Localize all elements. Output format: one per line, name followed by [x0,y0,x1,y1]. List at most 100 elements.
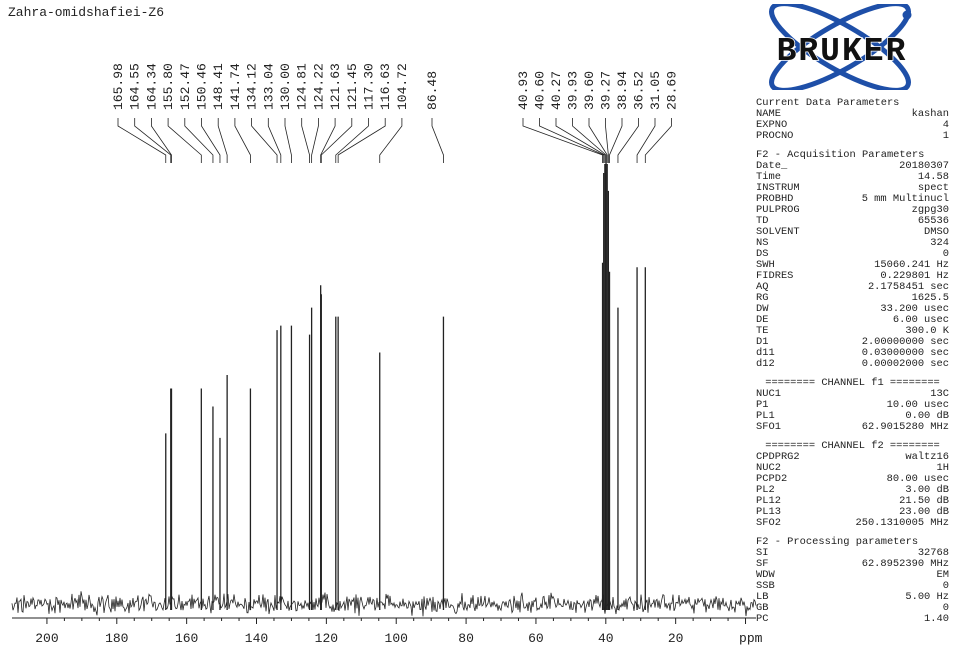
param-value: 1 [942,130,949,142]
peak-label: 164.34 [144,63,159,110]
param-row: PC 1.40 [756,614,949,625]
param-name: SFO1 [756,421,781,433]
peak-label: 39.27 [599,71,614,110]
param-row: PL2 3.00 dB [756,485,949,496]
param-row: SOLVENT DMSO [756,227,949,238]
x-tick-label: 100 [385,631,408,646]
param-name: PC [756,613,769,625]
param-name: DE [756,314,769,326]
peak-label-connector [588,118,608,163]
peak-label-connector [572,118,607,163]
peak-label: 36.52 [632,71,647,110]
param-name: SOLVENT [756,226,800,238]
param-value: 15060.241 Hz [874,259,949,271]
x-axis-label: ppm [739,631,763,646]
param-value: 20180307 [899,160,949,172]
param-value: 0.00 dB [905,410,949,422]
param-channel-separator: ======== CHANNEL f2 ======== [765,440,940,452]
param-row: P1 10.00 usec [756,400,949,411]
param-name: PCPD2 [756,473,788,485]
param-name: SWH [756,259,775,271]
param-name: Time [756,171,781,183]
param-row: FIDRES 0.229801 Hz [756,271,949,282]
peak-label: 104.72 [395,63,410,110]
param-name: SSB [756,580,775,592]
peak-label-connector [167,118,202,163]
param-value: 2.00000000 sec [861,336,949,348]
param-value: 0 [942,580,949,592]
param-row: DS 0 [756,249,949,260]
param-name: NUC1 [756,388,781,400]
param-name: EXPNO [756,119,788,131]
param-row: SSB 0 [756,581,949,592]
param-value: zgpg30 [911,204,949,216]
param-name: SFO2 [756,517,781,529]
peak-label: 148.41 [211,63,226,110]
param-name: NS [756,237,769,249]
param-value: waltz16 [905,451,949,463]
x-tick-label: 80 [458,631,474,646]
peak-label-connector [117,118,167,163]
param-row: PL12 21.50 dB [756,496,949,507]
peak-label: 152.47 [178,63,193,110]
param-value: spect [917,182,949,194]
param-section-header: Current Data Parameters [756,97,900,109]
param-name: TE [756,325,769,337]
param-row: SWH 15060.241 Hz [756,260,949,271]
param-row: WDW EM [756,570,949,581]
param-value: 65536 [917,215,949,227]
param-row: LB 5.00 Hz [756,592,949,603]
peak-label: 28.69 [665,71,680,110]
param-value: 32768 [917,547,949,559]
peak-label-connector [320,118,353,163]
peak-label-connector [151,118,172,163]
param-value: 1H [936,462,949,474]
peak-label-connector [251,118,278,163]
param-name: NUC2 [756,462,781,474]
param-row: AQ 2.1758451 sec [756,282,949,293]
param-value: 13C [930,388,949,400]
peak-label: 165.98 [111,63,126,110]
param-value: 250.1310005 MHz [855,517,949,529]
peak-label: 121.63 [328,63,343,110]
param-name: PROCNO [756,130,794,142]
x-tick-label: 160 [175,631,198,646]
param-row: SI 32768 [756,548,949,559]
peak-label: 116.63 [378,63,393,110]
spectrum-title: Zahra-omidshafiei-Z6 [8,5,165,20]
peak-label-connector [267,118,282,163]
param-row: d11 0.03000000 sec [756,348,949,359]
param-row: Time 14.58 [756,172,949,183]
param-row: NS 324 [756,238,949,249]
param-name: RG [756,292,769,304]
param-value: DMSO [924,226,949,238]
peak-label-connector [301,118,310,163]
x-tick-label: 200 [35,631,58,646]
param-value: 0.229801 Hz [880,270,949,282]
param-value: EM [936,569,949,581]
peak-label-connector [234,118,251,163]
param-name: INSTRUM [756,182,800,194]
peak-label-connector [609,118,623,163]
param-value: 324 [930,237,949,249]
param-value: 0 [942,248,949,260]
param-name: FIDRES [756,270,794,282]
param-name: PL2 [756,484,775,496]
param-row: PL13 23.00 dB [756,507,949,518]
peak-label: 133.04 [261,63,276,110]
x-tick-label: 40 [598,631,614,646]
peak-label: 130.00 [278,63,293,110]
peak-label: 39.60 [582,71,597,110]
param-row: PROBHD 5 mm Multinucl [756,194,949,205]
param-name: d12 [756,358,775,370]
param-row: NUC1 13C [756,389,949,400]
param-name: D1 [756,336,769,348]
param-value: 62.9015280 MHz [861,421,949,433]
param-row: SF 62.8952390 MHz [756,559,949,570]
param-row: NUC2 1H [756,463,949,474]
peak-label-connector [379,118,403,163]
param-value: 4 [942,119,949,131]
peak-label: 38.94 [615,71,630,110]
param-row: NAME kashan [756,109,949,120]
param-value: 0.03000000 sec [861,347,949,359]
